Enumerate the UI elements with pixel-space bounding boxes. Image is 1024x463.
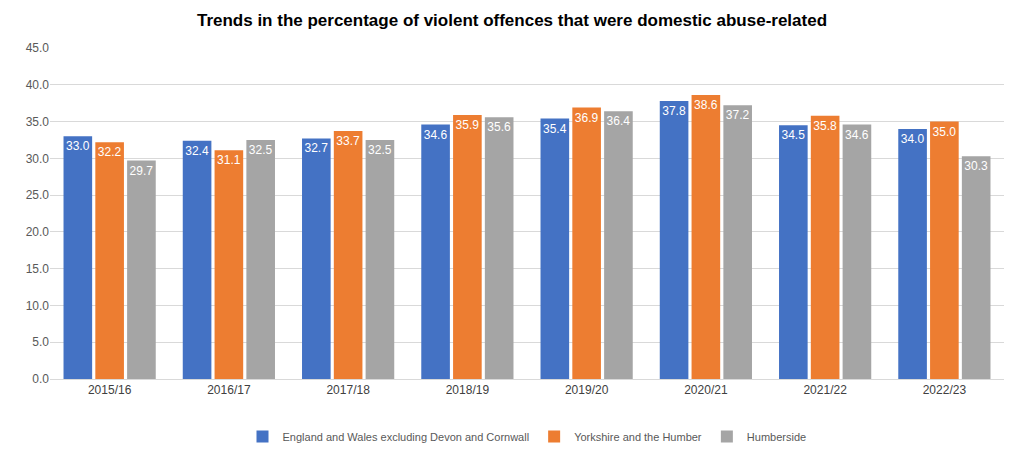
svg-text:32.4: 32.4	[185, 144, 209, 158]
svg-text:35.6: 35.6	[487, 120, 511, 134]
svg-text:2021/22: 2021/22	[803, 383, 847, 397]
svg-text:2018/19: 2018/19	[446, 383, 490, 397]
svg-text:35.8: 35.8	[813, 119, 837, 133]
svg-text:10.0: 10.0	[26, 299, 50, 313]
svg-text:32.7: 32.7	[304, 141, 328, 155]
svg-text:34.5: 34.5	[781, 128, 805, 142]
svg-text:32.5: 32.5	[249, 143, 273, 157]
svg-text:34.0: 34.0	[901, 132, 925, 146]
svg-text:35.9: 35.9	[456, 118, 480, 132]
svg-text:35.0: 35.0	[933, 125, 957, 139]
svg-text:37.2: 37.2	[726, 108, 750, 122]
svg-text:32.5: 32.5	[368, 143, 392, 157]
svg-text:2017/18: 2017/18	[326, 383, 370, 397]
svg-text:30.3: 30.3	[964, 159, 988, 173]
svg-text:34.6: 34.6	[845, 128, 869, 142]
svg-text:England and Wales excluding De: England and Wales excluding Devon and Co…	[283, 431, 530, 443]
svg-text:0.0: 0.0	[32, 372, 49, 386]
svg-text:34.6: 34.6	[424, 128, 448, 142]
svg-text:35.4: 35.4	[543, 122, 567, 136]
svg-text:36.4: 36.4	[607, 114, 631, 128]
svg-text:33.7: 33.7	[336, 134, 360, 148]
svg-text:2016/17: 2016/17	[207, 383, 251, 397]
svg-text:5.0: 5.0	[32, 335, 49, 349]
svg-text:31.1: 31.1	[217, 153, 241, 167]
svg-text:2015/16: 2015/16	[88, 383, 132, 397]
svg-text:30.0: 30.0	[26, 152, 50, 166]
svg-text:Yorkshire and the Humber: Yorkshire and the Humber	[574, 431, 702, 443]
svg-text:32.2: 32.2	[98, 145, 122, 159]
svg-text:37.8: 37.8	[662, 104, 686, 118]
svg-text:2019/20: 2019/20	[565, 383, 609, 397]
svg-text:15.0: 15.0	[26, 262, 50, 276]
svg-text:25.0: 25.0	[26, 188, 50, 202]
svg-text:2020/21: 2020/21	[684, 383, 728, 397]
svg-text:29.7: 29.7	[130, 164, 154, 178]
svg-text:20.0: 20.0	[26, 225, 50, 239]
svg-text:Trends in the percentage of vi: Trends in the percentage of violent offe…	[197, 11, 827, 30]
svg-text:Humberside: Humberside	[747, 431, 806, 443]
svg-text:45.0: 45.0	[26, 41, 50, 55]
svg-text:36.9: 36.9	[575, 111, 599, 125]
svg-text:33.0: 33.0	[66, 139, 90, 153]
svg-text:35.0: 35.0	[26, 115, 50, 129]
svg-text:40.0: 40.0	[26, 78, 50, 92]
svg-text:2022/23: 2022/23	[923, 383, 967, 397]
svg-text:38.6: 38.6	[694, 98, 718, 112]
